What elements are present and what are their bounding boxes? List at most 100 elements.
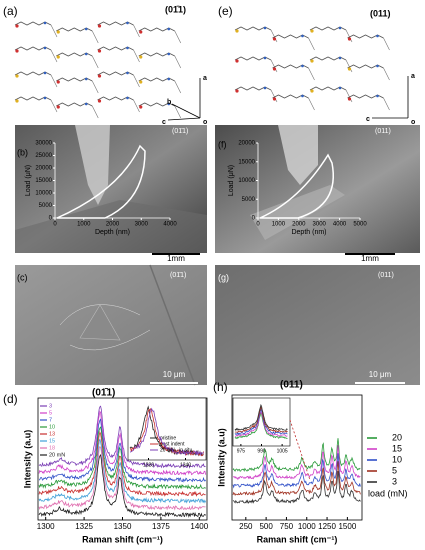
label: (01̄1) <box>170 272 186 279</box>
atom <box>376 64 379 68</box>
atom <box>15 49 19 53</box>
load-curve <box>56 144 146 219</box>
label: (h) <box>213 380 228 394</box>
spectrum <box>234 411 288 437</box>
label: 1005 <box>277 448 288 454</box>
label: 10000 <box>238 178 255 184</box>
label: 1320 <box>143 462 154 468</box>
label: 1000 <box>298 522 316 531</box>
atom <box>235 29 239 33</box>
label: 1375 <box>152 522 170 531</box>
label: 4000 <box>333 222 347 228</box>
label: (01̄1) <box>172 128 188 135</box>
atom <box>56 55 60 59</box>
bond <box>270 29 278 43</box>
atom <box>43 46 47 50</box>
inset-frame <box>232 397 291 447</box>
label: 0 <box>256 222 260 228</box>
bond <box>345 59 353 73</box>
atom <box>56 30 60 34</box>
atom <box>347 97 352 101</box>
bond <box>308 97 315 111</box>
label: (f) <box>218 139 227 149</box>
label: 1250 <box>318 522 336 531</box>
bond <box>50 24 58 38</box>
spectrum <box>232 438 361 472</box>
atom <box>301 64 304 68</box>
content: (a) (01̄1) (e) (011) (b) (01̄1) (f) (011) (c) (01… <box>3 4 415 544</box>
bond <box>383 97 390 111</box>
spectrum <box>130 407 204 457</box>
bond <box>308 67 315 81</box>
label: 2000 <box>106 222 120 228</box>
bond <box>270 89 278 103</box>
atom <box>167 102 171 106</box>
spectrum <box>234 407 288 436</box>
bond <box>174 105 182 119</box>
spectrum <box>38 454 206 518</box>
atom <box>310 59 314 63</box>
label: Raman shift (cm⁻¹) <box>82 534 163 544</box>
atom <box>15 74 19 78</box>
atom <box>84 27 88 31</box>
label: 20 <box>392 432 402 442</box>
label: 10 μm <box>369 370 392 379</box>
label: (a) <box>3 4 18 18</box>
label: 1400 <box>190 522 208 531</box>
bond <box>133 24 140 38</box>
label: 3000 <box>135 222 149 228</box>
label: Raman shift (cm⁻¹) <box>257 534 338 544</box>
spectrum <box>38 410 206 476</box>
atom <box>126 46 129 50</box>
spectrum <box>38 438 206 504</box>
atom <box>139 30 143 34</box>
spectrum <box>39 418 206 483</box>
bond <box>174 80 182 94</box>
atom <box>167 27 171 31</box>
label: 10 <box>49 424 55 430</box>
label: 1mm <box>361 254 379 263</box>
atom <box>126 21 129 25</box>
label: pristine <box>160 435 176 441</box>
label: 30000 <box>35 141 52 147</box>
label: Intensity (a.u) <box>216 428 226 487</box>
indenter <box>278 125 318 185</box>
atom <box>43 71 47 75</box>
bond <box>91 105 99 119</box>
crystal <box>250 185 345 240</box>
label: 5000 <box>242 197 256 203</box>
spectrum <box>234 405 288 433</box>
bond <box>133 74 140 88</box>
atom <box>376 34 379 38</box>
label: 3 <box>49 403 52 409</box>
atom <box>263 56 267 60</box>
indenter <box>75 125 110 205</box>
bond <box>383 67 390 81</box>
atom <box>126 96 129 100</box>
atom <box>84 52 88 56</box>
bond <box>91 80 99 94</box>
label: 15 <box>392 443 402 453</box>
atom <box>263 86 267 90</box>
crystal <box>15 200 207 253</box>
label: o <box>411 119 415 126</box>
label: 20000 <box>35 166 52 172</box>
bond <box>91 30 99 44</box>
label: 10 <box>392 454 402 464</box>
bond <box>174 30 182 44</box>
sem-image <box>215 265 420 385</box>
label: 20 mN <box>49 452 65 458</box>
label: 3 <box>392 476 397 486</box>
label: 20 mN - in situ <box>160 447 192 453</box>
spectrum <box>38 430 206 497</box>
atom <box>43 96 47 100</box>
spectrum <box>38 426 206 490</box>
atom <box>167 77 171 81</box>
label: 1000 <box>77 222 91 228</box>
label: 250 <box>239 522 253 531</box>
atom <box>43 21 47 25</box>
atom <box>126 71 129 75</box>
bond <box>345 89 353 103</box>
label: (011) <box>280 380 303 391</box>
